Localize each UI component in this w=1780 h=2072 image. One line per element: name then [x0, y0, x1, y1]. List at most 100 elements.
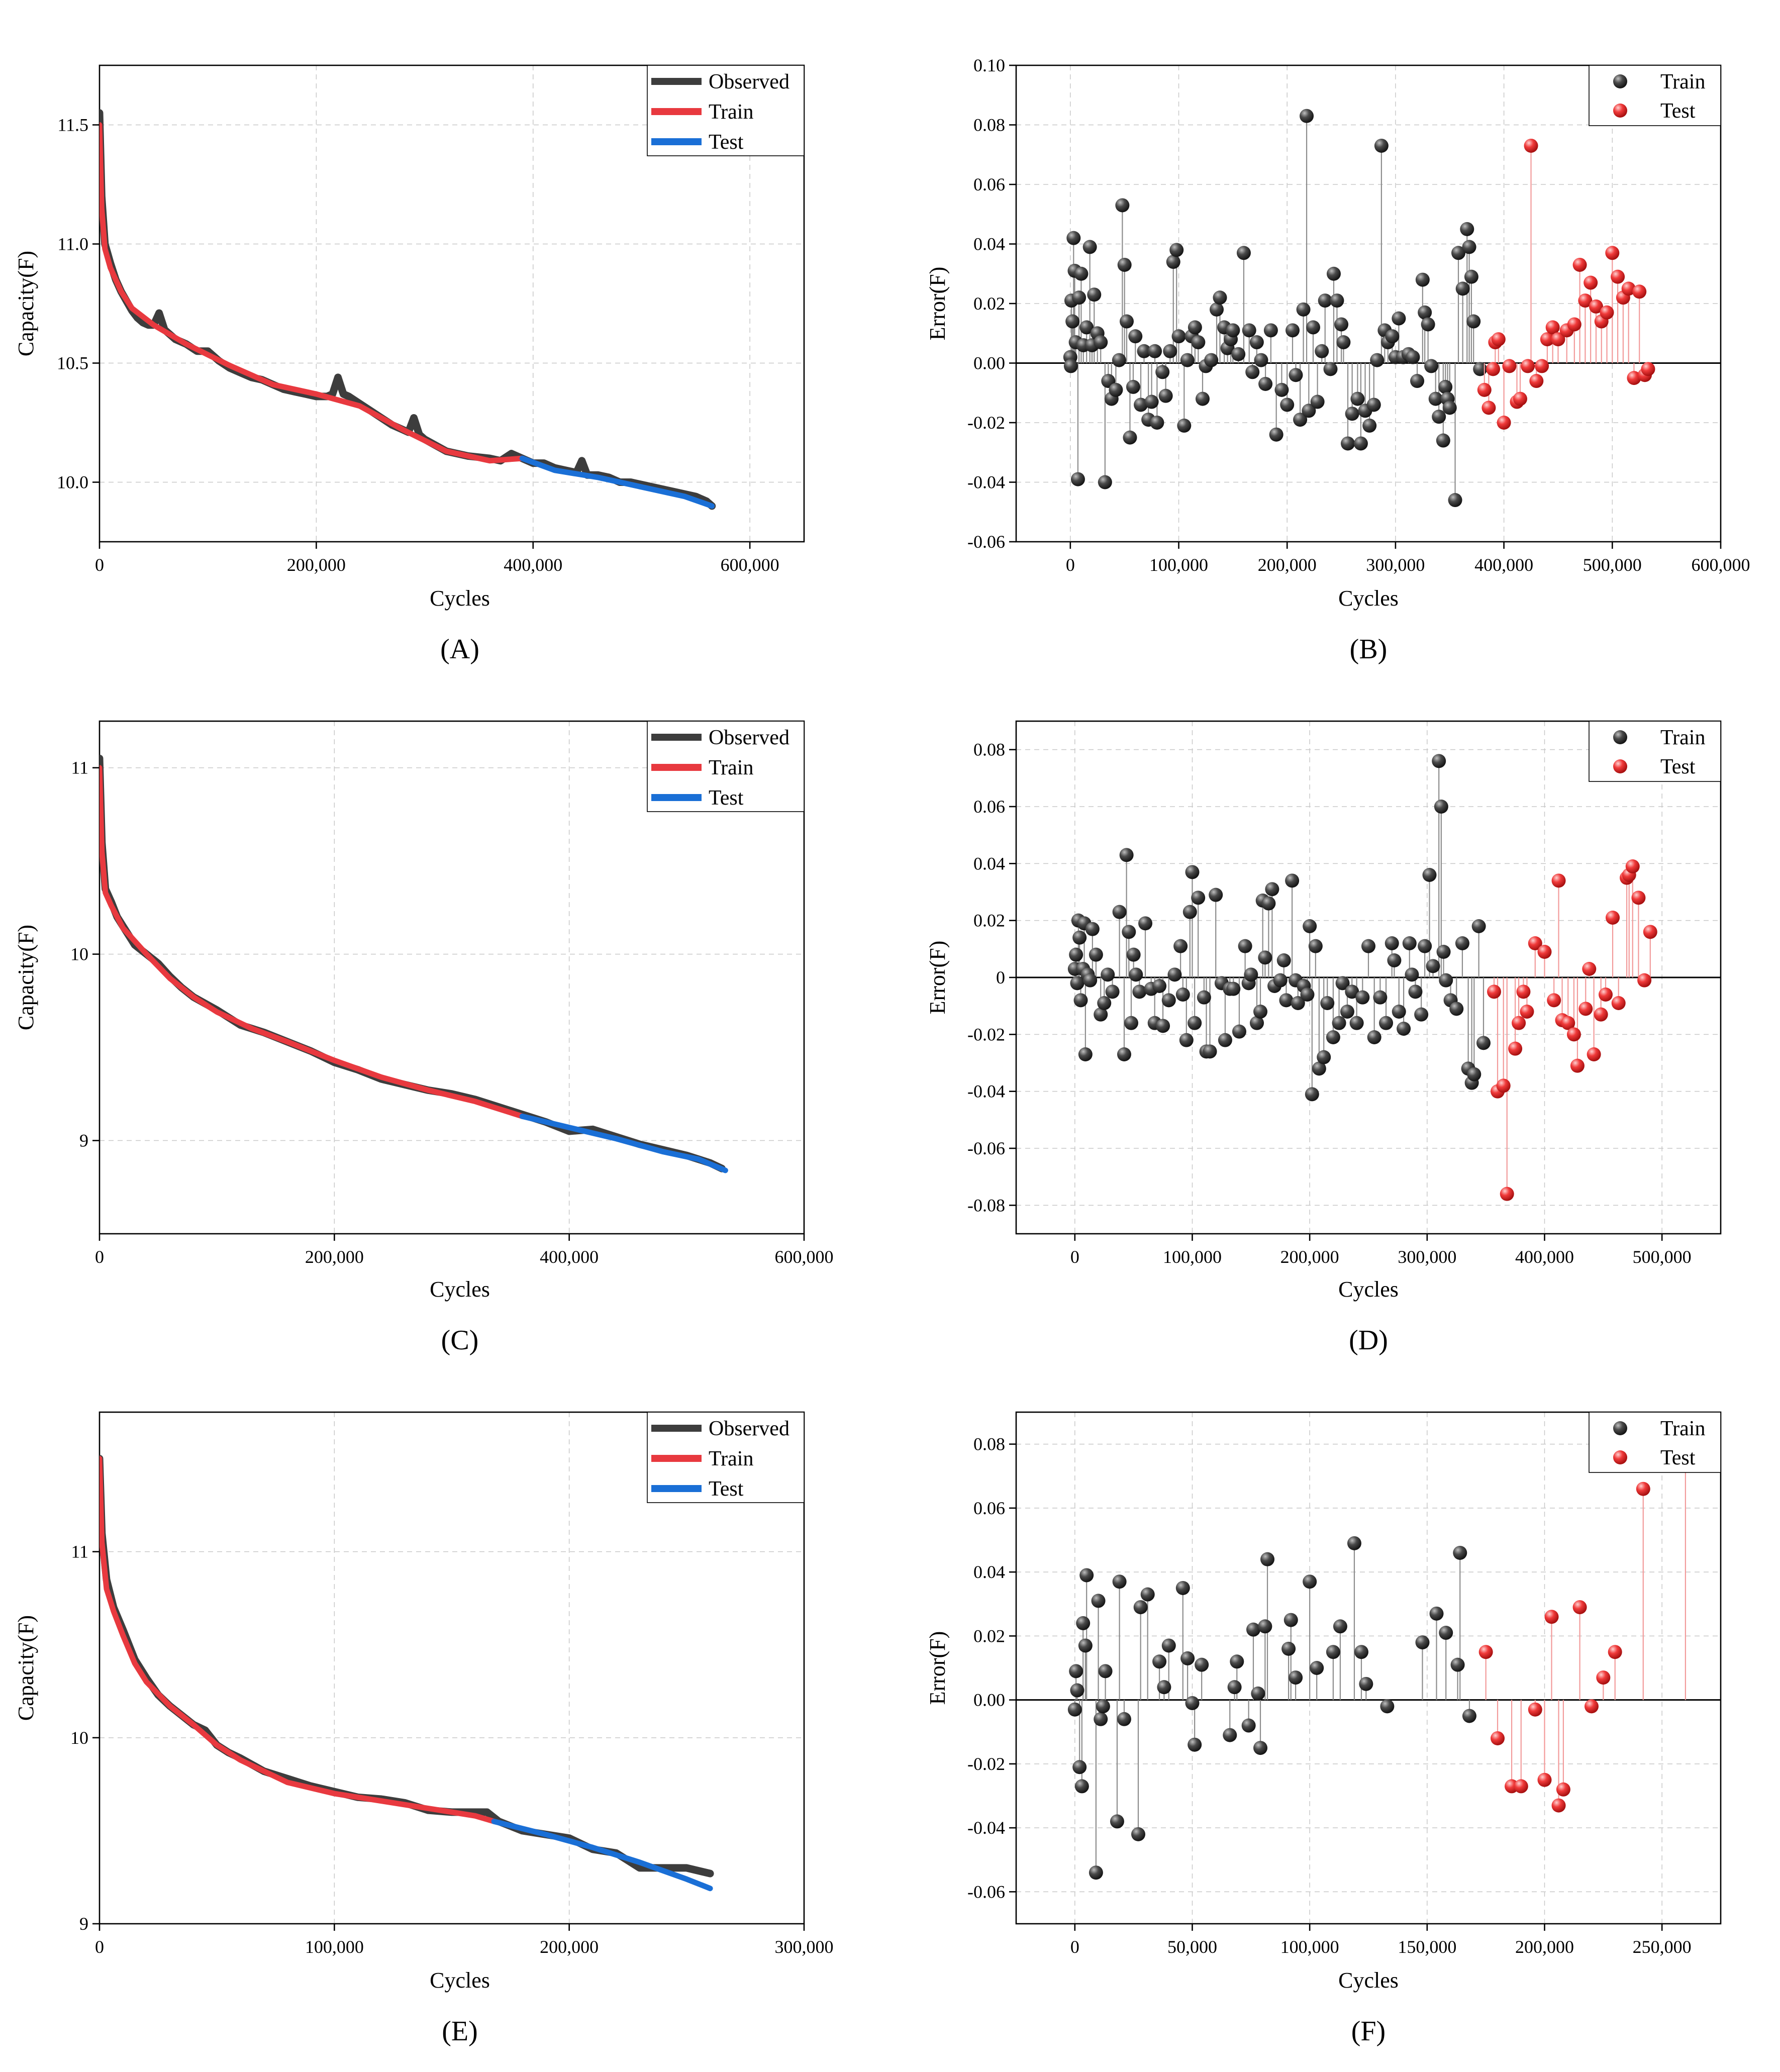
error-point-train [1326, 1645, 1340, 1659]
error-point-train [1119, 848, 1134, 862]
y-tick-label: 0.08 [973, 740, 1005, 760]
error-point-train [1335, 976, 1350, 991]
error-point-test [1643, 925, 1657, 939]
error-point-train [1148, 344, 1162, 358]
error-point-train [1191, 891, 1206, 905]
y-tick-label: 10 [70, 1728, 88, 1748]
error-point-train [1323, 362, 1338, 376]
error-point-test [1508, 1041, 1523, 1056]
error-point-train [1124, 1016, 1138, 1030]
error-point-train [1152, 1654, 1167, 1669]
error-point-train [1185, 1696, 1200, 1710]
error-point-test [1589, 299, 1603, 314]
error-point-test [1578, 1002, 1593, 1016]
error-point-train [1347, 1536, 1361, 1550]
x-tick-label: 400,000 [1515, 1247, 1574, 1267]
plot-frame [98, 1411, 805, 1925]
legend-box [1589, 721, 1721, 782]
error-point-train [1476, 1036, 1491, 1050]
error-point-train [1173, 939, 1188, 953]
y-tick-label: -0.04 [967, 1081, 1005, 1102]
error-point-train [1253, 1741, 1268, 1755]
panel-caption: (D) [1349, 1325, 1388, 1356]
error-point-train [1350, 391, 1365, 406]
legend: Train Test [1589, 721, 1721, 782]
error-point-test [1594, 1007, 1608, 1022]
error-point-train [1117, 1047, 1131, 1061]
x-tick-label: 0 [95, 1247, 104, 1267]
y-tick-label: 0.06 [973, 797, 1005, 817]
error-point-train [1326, 1030, 1340, 1044]
error-point-train [1069, 1664, 1083, 1679]
error-point-test [1545, 320, 1560, 335]
x-tick-label: 0 [1070, 1247, 1079, 1267]
error-point-train [1129, 967, 1143, 982]
error-point-train [1269, 427, 1283, 442]
error-point-train [1066, 231, 1081, 245]
error-point-test [1478, 1645, 1493, 1659]
error-point-train [1096, 1699, 1110, 1714]
data-layer [100, 754, 728, 1173]
error-point-test [1627, 371, 1641, 385]
x-tick-label: 0 [1066, 555, 1075, 575]
error-point-train [1302, 404, 1316, 418]
error-point-train [1421, 317, 1435, 332]
error-point-train [1070, 1683, 1084, 1698]
error-point-train [1385, 936, 1399, 950]
x-tick-label: 50,000 [1167, 1937, 1217, 1957]
error-point-train [1213, 290, 1227, 305]
error-point-test [1502, 359, 1517, 373]
legend-label-observed: Observed [709, 726, 789, 749]
error-point-train [1280, 398, 1295, 412]
error-point-test [1641, 362, 1655, 376]
y-tick-label: 10 [70, 944, 88, 964]
legend-label-train: Train [709, 756, 753, 779]
error-point-train [1131, 1827, 1146, 1841]
y-axis-title: Error(F) [925, 267, 950, 341]
error-point-test [1551, 1798, 1566, 1813]
error-point-train [1332, 1016, 1346, 1030]
x-tick-label: 600,000 [1692, 555, 1750, 575]
error-point-train [1392, 311, 1406, 326]
error-point-train [1341, 436, 1355, 451]
error-point-test [1497, 416, 1511, 430]
x-axis-title: Cycles [1338, 586, 1399, 611]
error-point-train [1326, 266, 1341, 281]
error-point-train [1210, 302, 1224, 317]
x-tick-label: 200,000 [1515, 1937, 1574, 1957]
x-axis-title: Cycles [1338, 1277, 1399, 1302]
error-point-train [1072, 290, 1086, 305]
error-point-train [1109, 382, 1123, 397]
error-point-train [1238, 939, 1252, 953]
data-layer [1067, 1412, 1689, 1880]
legend-label-train: Train [1660, 1417, 1705, 1440]
error-point-train [1112, 1574, 1127, 1589]
error-point-train [1453, 1545, 1467, 1560]
error-point-train [1305, 1087, 1319, 1102]
x-tick-label: 600,000 [775, 1247, 834, 1267]
x-axis-title: Cycles [430, 1277, 490, 1302]
error-point-test [1636, 1482, 1650, 1496]
y-tick-label: 0.00 [973, 353, 1005, 373]
error-point-train [1414, 1007, 1429, 1022]
y-tick-label: 9 [79, 1131, 88, 1151]
error-point-train [1408, 984, 1423, 999]
error-point-train [1169, 243, 1184, 257]
error-point-test [1567, 317, 1581, 332]
error-point-train [1300, 988, 1315, 1002]
data-layer [100, 1455, 714, 1892]
x-axis-title: Cycles [430, 586, 490, 611]
error-point-train [1089, 947, 1103, 962]
error-point-train [1434, 800, 1448, 814]
error-chart-b: 0 100,000 200,000 300,000 400,000 500,000 600,… [925, 55, 1750, 665]
y-tick-label: 10.5 [57, 353, 88, 373]
error-point-train [1349, 1016, 1364, 1030]
error-point-train [1230, 1654, 1244, 1669]
error-point-train [1209, 887, 1223, 902]
error-point-train [1462, 1709, 1476, 1723]
legend-marker-test [1613, 759, 1627, 773]
error-point-train [1451, 246, 1466, 260]
error-point-test [1520, 1005, 1534, 1019]
error-point-train [1418, 939, 1432, 953]
y-tick-label: 11 [71, 1542, 88, 1562]
